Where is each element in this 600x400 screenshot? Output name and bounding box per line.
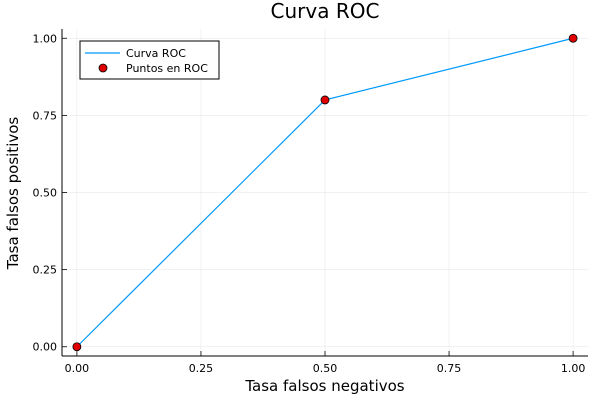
grid — [62, 29, 588, 356]
roc-point — [72, 342, 82, 352]
legend-item-puntos-en-roc: Puntos en ROC — [126, 62, 208, 75]
series — [72, 33, 578, 352]
y-tick-label: 0.75 — [33, 109, 58, 122]
x-tick-label: 0.00 — [65, 362, 90, 375]
legend-box — [79, 40, 220, 80]
roc-point — [568, 33, 578, 43]
ticks: 0.00 0.25 0.50 0.75 1.00 0.00 0.25 0.50 0.75 1.00 — [33, 32, 586, 375]
legend: Curva ROC Puntos en ROC — [79, 40, 220, 80]
y-tick-label: 0.50 — [33, 187, 58, 200]
legend-point-marker — [98, 63, 108, 73]
x-tick-label: 0.75 — [437, 362, 462, 375]
x-tick-label: 0.50 — [313, 362, 338, 375]
chart-title: Curva ROC — [271, 0, 380, 23]
x-axis-title: Tasa falsos negativos — [244, 377, 404, 395]
roc-point — [320, 95, 330, 105]
y-tick-label: 1.00 — [33, 32, 58, 45]
x-tick-label: 0.25 — [189, 362, 214, 375]
y-tick-label: 0.00 — [33, 341, 58, 354]
x-tick-label: 1.00 — [561, 362, 586, 375]
y-axis-title: Tasa falsos positivos — [4, 117, 22, 271]
legend-item-curva-roc: Curva ROC — [126, 47, 186, 60]
y-tick-label: 0.25 — [33, 264, 58, 277]
